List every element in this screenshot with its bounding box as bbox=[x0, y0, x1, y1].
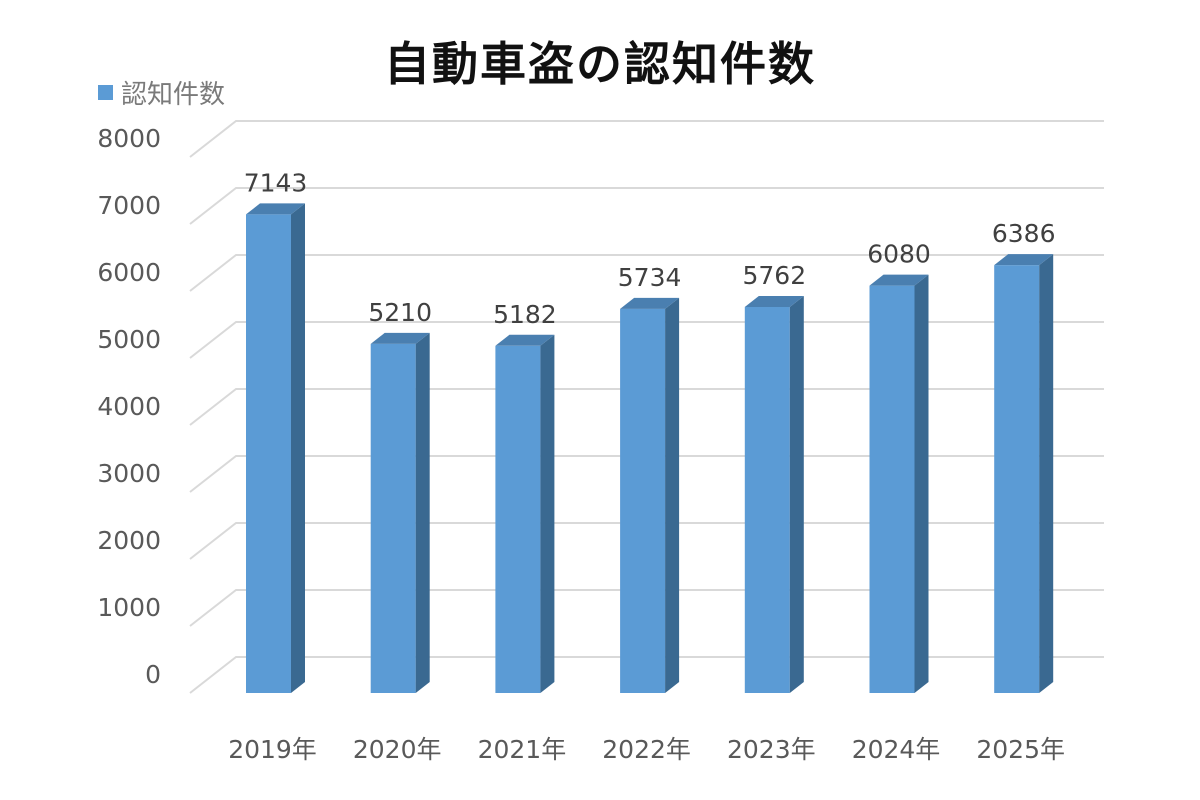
bar-front-face bbox=[495, 345, 541, 693]
y-tick-label: 7000 bbox=[97, 191, 161, 220]
bar bbox=[370, 332, 430, 693]
bars bbox=[246, 203, 1054, 693]
bar bbox=[495, 334, 555, 693]
legend: 認知件数 bbox=[98, 74, 225, 111]
bar-top-face bbox=[994, 254, 1054, 266]
x-tick-label: 2023年 bbox=[727, 735, 816, 764]
y-tick-label: 1000 bbox=[97, 593, 161, 622]
x-tick-label: 2019年 bbox=[228, 735, 317, 764]
gridline bbox=[189, 187, 1104, 225]
x-tick-label: 2025年 bbox=[976, 735, 1065, 764]
data-label: 7143 bbox=[244, 168, 308, 197]
bar-top-face bbox=[495, 334, 555, 346]
data-label: 6080 bbox=[867, 240, 931, 269]
bar-side-face bbox=[914, 274, 929, 693]
bar-front-face bbox=[869, 285, 915, 693]
x-tick-label: 2020年 bbox=[353, 735, 442, 764]
legend-label: 認知件数 bbox=[121, 80, 226, 110]
y-tick-label: 6000 bbox=[97, 258, 161, 287]
data-label: 5210 bbox=[368, 298, 432, 327]
x-tick-label: 2024年 bbox=[852, 735, 941, 764]
data-labels: 7143 5210 5182 5734 5762 6080 6386 bbox=[244, 168, 1056, 328]
bar-top-face bbox=[869, 274, 929, 286]
gridline bbox=[189, 589, 1104, 627]
gridlines bbox=[189, 120, 1104, 694]
bar bbox=[620, 297, 680, 693]
gridline bbox=[189, 321, 1104, 359]
bar-front-face bbox=[744, 306, 790, 693]
bar-side-face bbox=[291, 203, 305, 693]
bar-side-face bbox=[789, 295, 804, 693]
y-tick-label: 2000 bbox=[97, 526, 161, 555]
y-tick-label: 8000 bbox=[97, 124, 161, 153]
data-label: 5762 bbox=[742, 261, 806, 290]
data-label: 5182 bbox=[493, 300, 557, 329]
chart-title: 自動車盗の認知件数 bbox=[384, 37, 816, 91]
gridline bbox=[189, 522, 1104, 560]
gridline bbox=[189, 656, 1104, 694]
data-label: 5734 bbox=[618, 263, 682, 292]
bar-front-face bbox=[370, 343, 416, 693]
gridline bbox=[189, 388, 1104, 426]
bar-side-face bbox=[665, 297, 680, 693]
x-tick-label: 2022年 bbox=[602, 735, 691, 764]
bar-top-face bbox=[246, 203, 305, 215]
bar bbox=[869, 274, 929, 693]
bar-top-face bbox=[620, 297, 680, 309]
bar-front-face bbox=[994, 265, 1040, 693]
bar-top-face bbox=[744, 295, 804, 307]
y-tick-label: 3000 bbox=[97, 459, 161, 488]
bar bbox=[994, 254, 1054, 693]
bar-side-face bbox=[540, 334, 555, 693]
data-label: 6386 bbox=[992, 219, 1056, 248]
y-tick-label: 0 bbox=[145, 660, 161, 689]
bar-front-face bbox=[620, 308, 666, 693]
bar-front-face bbox=[246, 214, 291, 693]
gridline bbox=[189, 254, 1104, 292]
y-tick-label: 5000 bbox=[97, 325, 161, 354]
y-axis-ticks: 0 1000 2000 3000 4000 5000 6000 7000 8000 bbox=[97, 124, 161, 689]
gridline bbox=[189, 120, 1104, 158]
x-tick-label: 2021年 bbox=[478, 735, 567, 764]
bar bbox=[246, 203, 305, 693]
y-tick-label: 4000 bbox=[97, 392, 161, 421]
bar-top-face bbox=[370, 332, 430, 344]
x-axis-ticks: 2019年 2020年 2021年 2022年 2023年 2024年 2025年 bbox=[228, 735, 1065, 764]
bar-side-face bbox=[1039, 254, 1054, 693]
bar-side-face bbox=[415, 332, 430, 693]
legend-swatch bbox=[98, 85, 113, 100]
gridline bbox=[189, 455, 1104, 493]
bar bbox=[744, 295, 804, 693]
